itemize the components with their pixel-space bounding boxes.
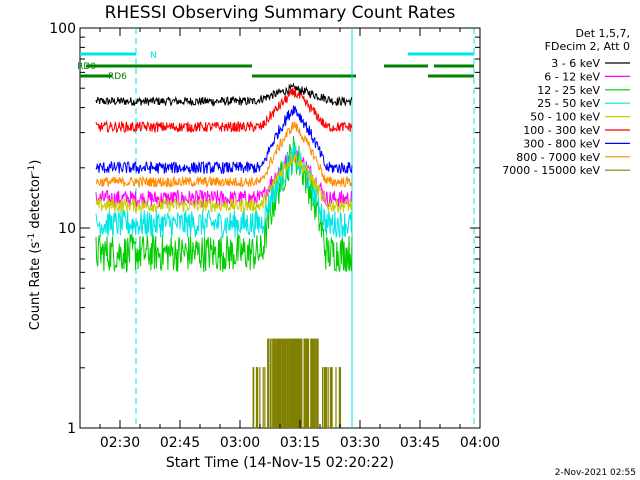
series-0 [95,82,353,107]
legend-header-line: FDecim 2, Att 0 [545,40,630,53]
series-8 [252,338,342,428]
y-tick-label: 1 [67,421,76,437]
x-tick-label: 03:00 [220,435,260,451]
series-line-7 [95,121,353,189]
x-tick-label: 03:15 [280,435,320,451]
series-line-3 [95,142,353,239]
legend-label: 25 - 50 keV [537,97,600,110]
series-7 [95,121,353,189]
flag-label-rd6: RD6 [108,72,127,82]
y-tick-label: 10 [58,221,76,237]
y-axis-label-main: Count Rate (s [28,242,43,331]
legend-label: 100 - 300 keV [523,124,600,137]
series-layer [95,82,353,428]
chart-title: RHESSI Observing Summary Count Rates [105,3,456,23]
legend-label: 7000 - 15000 keV [502,164,600,177]
legend-label: 800 - 7000 keV [516,151,600,164]
legend-label: 3 - 6 keV [551,57,600,70]
x-tick-label: 03:30 [340,435,380,451]
flag-bars: N RD0 RD6 [77,51,474,82]
series-line-6 [95,105,353,175]
y-axis-label-sup2: -1 [27,165,37,174]
legend-label: 50 - 100 keV [530,111,600,124]
y-tick-label: 100 [49,21,76,37]
series-line-4 [95,153,353,214]
x-tick-label: 03:45 [400,435,440,451]
x-axis-label: Start Time (14-Nov-15 02:20:22) [166,455,394,471]
footer-timestamp: 2-Nov-2021 02:55 [555,468,636,478]
series-5 [95,87,353,134]
series-4 [95,153,353,214]
legend-label: 300 - 800 keV [523,137,600,150]
series-line-0 [95,82,353,107]
legend-header-line: Det 1,5,7, [575,27,630,40]
series-line-2 [95,135,353,274]
series-line-5 [95,87,353,134]
flag-label-rd0: RD0 [77,62,96,72]
x-tick-label: 04:00 [460,435,500,451]
legend-label: 12 - 25 keV [537,84,600,97]
y-axis-label-mid: detector [28,173,43,233]
series-2 [95,135,353,274]
flag-label-n: N [150,51,157,61]
x-tick-label: 02:30 [100,435,140,451]
x-tick-label: 02:45 [160,435,200,451]
series-6 [95,105,353,175]
y-axis-label-end: ) [28,160,43,165]
axes: 02:30 02:45 03:00 03:15 03:30 03:45 04:00 1 10 10… [49,21,500,451]
y-axis-label-sup1: -1 [27,233,37,242]
legend-label: 6 - 12 keV [544,70,600,83]
series-3 [95,142,353,239]
y-axis-label: Count Rate (s-1 detector-1) [27,160,43,331]
